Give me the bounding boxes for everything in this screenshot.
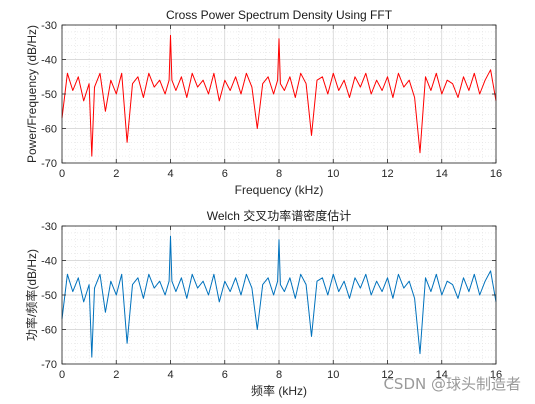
chart-title: Welch 交叉功率谱密度估计 [207,208,351,223]
x-tick-label: 8 [276,168,282,180]
x-tick-label: 4 [167,369,173,381]
x-tick-label: 6 [222,168,228,180]
x-tick-label: 2 [113,168,119,180]
y-tick-label: -30 [41,20,57,32]
y-tick-label: -70 [41,359,57,371]
x-tick-label: 12 [381,168,393,180]
y-tick-label: -30 [41,221,57,233]
x-tick-label: 0 [59,168,65,180]
y-tick-label: -50 [41,290,57,302]
x-tick-label: 2 [113,369,119,381]
x-tick-label: 4 [167,168,173,180]
y-tick-label: -40 [41,256,57,268]
y-axis-label: Power/Frequency (dB/Hz) [25,25,39,163]
y-axis-label: 功率/频率(dB/Hz) [24,249,39,341]
x-tick-label: 10 [327,168,339,180]
y-tick-label: -60 [41,325,57,337]
series-line [61,34,497,157]
y-tick-label: -60 [41,124,57,136]
x-tick-label: 16 [490,168,502,180]
x-tick-label: 14 [436,168,448,180]
x-tick-label: 8 [276,369,282,381]
x-tick-label: 12 [381,369,393,381]
welch-cpsd-plot: 0 2 4 6 8 10 12 14 16 -30 -40 -50 -60 -70 Welch 交叉功率谱密… [24,208,502,398]
fft-cpsd-plot: 0 2 4 6 8 10 12 14 16 -30 -40 -50 -60 -70 Cross Power … [25,8,502,197]
x-tick-label: 6 [222,369,228,381]
x-tick-label: 16 [490,369,502,381]
x-axis-label: 频率 (kHz) [251,383,307,398]
watermark: CSDN @球头制造者 [383,375,521,393]
x-tick-label: 14 [436,369,448,381]
y-tick-label: -40 [41,55,57,67]
chart-title: Cross Power Spectrum Density Using FFT [166,8,393,22]
series-line [61,235,497,358]
x-axis-label: Frequency (kHz) [235,183,324,197]
y-tick-label: -70 [41,158,57,170]
x-tick-label: 10 [327,369,339,381]
y-tick-label: -50 [41,89,57,101]
x-tick-label: 0 [59,369,65,381]
